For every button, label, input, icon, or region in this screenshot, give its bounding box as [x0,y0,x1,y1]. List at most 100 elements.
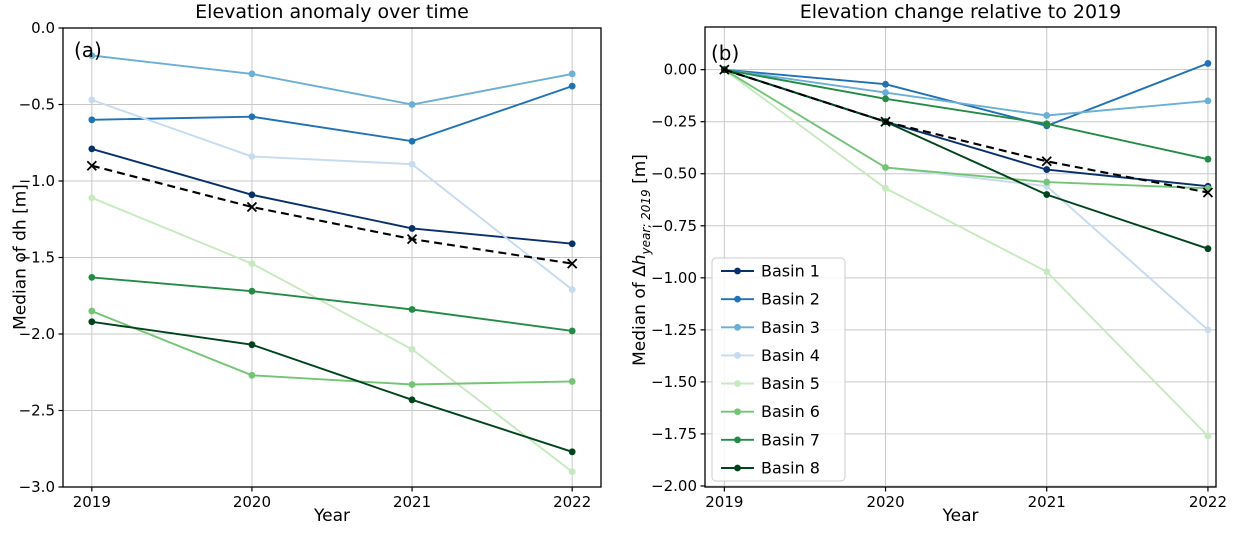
dot-marker [568,378,576,385]
panel-b-ylabel: Median of Δhyear; 2019 [m] [630,30,656,490]
series-markers-basin-3 [88,52,576,108]
dot-marker [1043,120,1051,128]
panel-a-ylabel: Median of dh [m] [10,184,31,330]
series-line-basin-4 [91,99,573,291]
legend: Basin 1 Basin 2 Basin 3 Basin 4 Basin 5 Basin… [711,257,846,482]
legend-item-basin-5: Basin 5 [721,374,820,393]
dot-marker [248,153,256,160]
x-marker [86,160,97,171]
dot-marker [88,318,96,326]
legend-dot-swatch [734,352,741,359]
series-markers-basin-4 [88,96,576,294]
y-tick-label: −1.5 [19,249,55,267]
x-marker [567,258,578,269]
dot-marker [1204,97,1212,105]
series-markers-basin-2 [88,82,576,145]
panel-b: 2019 2020 2021 2022 0.00 −0.25 −0.50 −0.75 −1.00… [651,26,1227,511]
legend-label-basin-1: Basin 1 [761,262,820,281]
panel-b-xlabel: Year [942,506,979,526]
y-tick-label: −1.75 [651,425,697,443]
dot-marker [568,286,576,294]
legend-box [711,257,846,482]
dot-marker [1043,268,1051,275]
ylabel-b-suffix: [m] [630,154,650,190]
dot-marker [248,260,256,268]
dot-marker [408,306,416,313]
legend-dot-swatch [734,267,741,275]
panel-a-title: Elevation anomaly over time [195,1,469,23]
legend-item-basin-1: Basin 1 [721,262,820,281]
dot-marker [408,101,416,108]
dot-marker [882,95,889,103]
x-marker [246,201,258,213]
series-line-basin-2 [91,85,573,143]
tick-marks [58,27,573,492]
dot-marker [882,89,889,96]
series-line-basin-1 [91,147,573,245]
legend-item-basin-8: Basin 8 [721,459,820,478]
series-markers-overall-dashed [86,160,578,269]
panel-b-title: Elevation change relative to 2019 [799,1,1122,23]
series-markers-basin-5 [88,194,576,476]
panel-b-letter: (b) [711,41,740,65]
series-markers-basin-8 [88,318,576,456]
legend-label-basin-6: Basin 6 [761,402,820,421]
dot-marker [568,468,576,476]
x-tick-label: 2019 [705,493,743,511]
dot-marker [248,191,256,199]
series-line-overall-dashed [723,68,1209,194]
x-marker [719,64,730,75]
legend-dot-swatch [734,295,741,303]
panel-a-letter: (a) [74,38,102,62]
dot-marker [1204,155,1212,163]
dot-marker [568,448,576,456]
tick-marks [700,69,1209,492]
ylabel-b-subscript: year; 2019 [639,189,653,255]
ylabel-b-prefix: Median of Δ [630,265,650,366]
dot-marker [882,80,889,88]
series-markers-basin-7 [720,66,1212,163]
tick-labels: 2019 2020 2021 2022 0.00 −0.25 −0.50 −0.75 −1.00… [651,61,1227,511]
x-tick-label: 2021 [393,493,431,511]
dot-marker [1043,166,1051,173]
series-markers-basin-1 [720,66,1212,190]
legend-label-basin-4: Basin 4 [761,346,820,365]
series-line-basin-3 [724,68,1208,117]
dot-marker [88,194,96,202]
x-tick-label: 2022 [553,493,591,511]
x-tick-label: 2019 [73,493,111,511]
legend-dot-swatch [734,408,741,416]
dot-marker [248,287,256,295]
dot-marker [882,184,889,192]
dot-marker [882,164,889,171]
series-line-basin-6 [91,310,573,386]
series-markers-overall-dashed [719,64,1214,198]
y-tick-label: 0.00 [664,61,697,79]
series-line-basin-8 [724,68,1209,250]
dot-marker [88,307,96,315]
legend-dot-swatch [734,323,741,331]
x-marker [1202,187,1214,198]
dot-marker [248,70,256,78]
ylabel-b-var: h [630,254,650,266]
legend-label-basin-2: Basin 2 [761,290,820,309]
dot-marker [248,113,256,121]
axes-spines [704,26,1217,488]
dot-marker [1204,245,1212,253]
y-tick-label: −0.75 [651,217,697,235]
x-marker [1041,156,1052,167]
dot-marker [408,381,416,388]
tick-labels: 2019 2020 2021 2022 0.0 −0.5 −1.0 −1.5 −2.0 −2.5 −… [19,19,592,511]
y-tick-label: 0.0 [31,19,55,37]
y-tick-label: −1.50 [651,373,697,391]
series-markers-basin-6 [88,307,576,388]
dot-marker [1043,191,1051,198]
grid-a [63,27,601,488]
dot-marker [568,240,576,248]
dot-marker [1043,178,1051,186]
dot-marker [408,160,416,168]
series-line-basin-7 [724,68,1209,161]
dot-marker [408,137,416,145]
series-line-basin-3 [91,54,573,106]
legend-item-basin-4: Basin 4 [721,346,820,365]
